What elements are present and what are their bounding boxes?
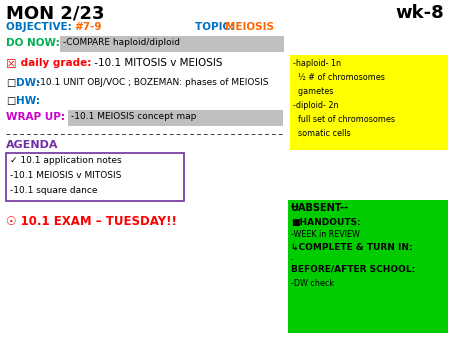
Text: DO NOW:: DO NOW: xyxy=(6,38,60,48)
Text: HW:: HW: xyxy=(16,96,40,106)
Text: -WEEK in REVIEW: -WEEK in REVIEW xyxy=(291,230,360,239)
FancyBboxPatch shape xyxy=(6,153,184,201)
Text: ☒: ☒ xyxy=(6,58,17,71)
Text: -10.1 MEIOSIS v MITOSIS: -10.1 MEIOSIS v MITOSIS xyxy=(10,171,122,180)
Text: -haploid- 1n: -haploid- 1n xyxy=(293,59,341,68)
Text: DW:: DW: xyxy=(16,78,40,88)
Text: #7-9: #7-9 xyxy=(74,22,102,32)
Text: wk-8: wk-8 xyxy=(395,4,444,22)
Text: □: □ xyxy=(6,78,15,88)
Text: MEIOSIS: MEIOSIS xyxy=(225,22,274,32)
FancyBboxPatch shape xyxy=(290,55,448,150)
Text: ✓ 10.1 application notes: ✓ 10.1 application notes xyxy=(10,156,122,165)
Text: -10.1 square dance: -10.1 square dance xyxy=(10,186,98,195)
Text: daily grade:: daily grade: xyxy=(17,58,91,68)
Text: somatic cells: somatic cells xyxy=(293,129,351,138)
Text: gametes: gametes xyxy=(293,87,333,96)
Text: -10.1 MITOSIS v MEIOSIS: -10.1 MITOSIS v MEIOSIS xyxy=(91,58,222,68)
Text: -10.1 MEIOSIS concept map: -10.1 MEIOSIS concept map xyxy=(71,112,196,121)
Text: AGENDA: AGENDA xyxy=(6,140,59,150)
Text: ½ # of chromosomes: ½ # of chromosomes xyxy=(293,73,385,82)
Text: -: - xyxy=(291,256,293,262)
Text: -DW check: -DW check xyxy=(291,279,334,288)
Text: OBJECTIVE:: OBJECTIVE: xyxy=(6,22,76,32)
FancyBboxPatch shape xyxy=(68,110,283,126)
Text: MON 2/23: MON 2/23 xyxy=(6,4,104,22)
Text: ↳COMPLETE & TURN IN:: ↳COMPLETE & TURN IN: xyxy=(291,242,413,251)
FancyBboxPatch shape xyxy=(60,36,284,52)
Text: -10.1 UNIT OBJ/VOC ; BOZEMAN: phases of MEIOSIS: -10.1 UNIT OBJ/VOC ; BOZEMAN: phases of … xyxy=(34,78,269,87)
Text: TOPIC:: TOPIC: xyxy=(195,22,238,32)
Text: -COMPARE haploid/diploid: -COMPARE haploid/diploid xyxy=(63,38,180,47)
Text: ■HANDOUTS:: ■HANDOUTS: xyxy=(291,218,361,227)
Text: ☉ 10.1 EXAM – TUESDAY!!: ☉ 10.1 EXAM – TUESDAY!! xyxy=(6,215,177,228)
FancyBboxPatch shape xyxy=(288,200,448,333)
Text: -diploid- 2n: -diploid- 2n xyxy=(293,101,338,110)
Text: ɄABSENT--: ɄABSENT-- xyxy=(291,203,349,213)
Text: full set of chromosomes: full set of chromosomes xyxy=(293,115,395,124)
Text: WRAP UP:: WRAP UP: xyxy=(6,112,65,122)
Text: □: □ xyxy=(6,96,15,106)
Text: BEFORE/AFTER SCHOOL:: BEFORE/AFTER SCHOOL: xyxy=(291,265,415,274)
